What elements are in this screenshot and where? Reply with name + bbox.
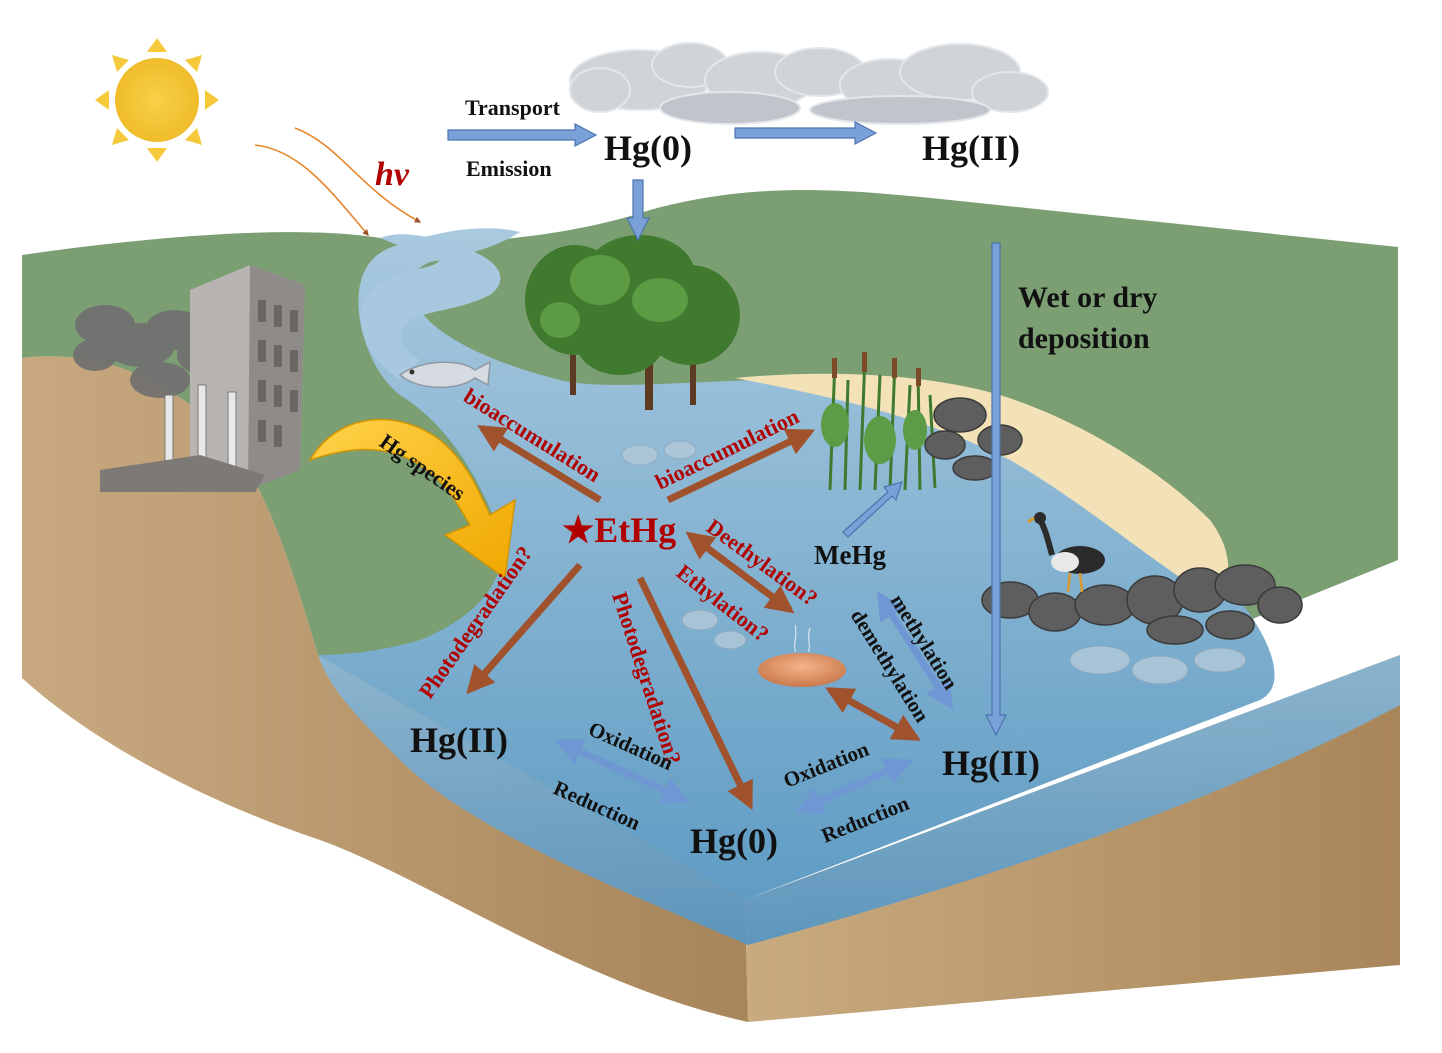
sun-icon xyxy=(95,38,219,162)
reed-tips xyxy=(832,352,921,386)
hg2-left-label: Hg(II) xyxy=(410,720,508,760)
transport-label: Transport xyxy=(465,95,561,120)
ethg-label: ★EtHg xyxy=(562,510,676,550)
wet-dry-label-2: deposition xyxy=(1018,322,1150,355)
wet-dry-label-1: Wet or dry xyxy=(1018,281,1157,314)
factory-icon xyxy=(73,265,305,492)
soil-block xyxy=(22,356,1400,1022)
brown-arrows xyxy=(466,425,921,811)
cloud-icon xyxy=(569,42,1049,125)
rocks-underwater xyxy=(621,440,1247,685)
hv-label: hv xyxy=(375,156,410,193)
hg2-air-label: Hg(II) xyxy=(922,128,1020,168)
blue-arrows xyxy=(447,121,1007,737)
blue-double-arrows xyxy=(554,591,954,814)
sediment-disc xyxy=(758,624,846,687)
hg-species-arrow xyxy=(308,418,516,580)
water-body xyxy=(318,228,1275,901)
hg0-air-label: Hg(0) xyxy=(604,128,692,168)
emission-label: Emission xyxy=(466,156,552,181)
light-rays xyxy=(254,127,422,236)
rocks-right xyxy=(924,397,1303,645)
trees-icon xyxy=(525,235,740,410)
bird-icon xyxy=(1027,512,1105,593)
fish-icon xyxy=(398,360,491,389)
mehg-label: MeHg xyxy=(814,540,886,570)
hg0-water-label: Hg(0) xyxy=(690,821,778,861)
hg2-right-label: Hg(II) xyxy=(942,743,1040,783)
reed-leaves xyxy=(821,403,927,464)
